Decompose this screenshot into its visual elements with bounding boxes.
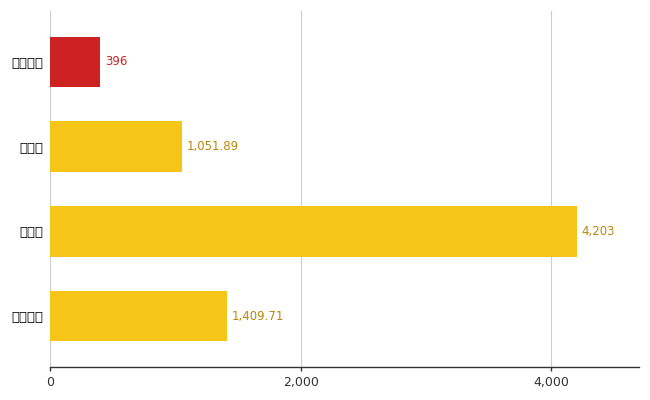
Text: 1,051.89: 1,051.89	[187, 140, 239, 153]
Bar	[50, 291, 227, 342]
Bar	[50, 121, 182, 172]
Text: 1,409.71: 1,409.71	[231, 310, 284, 322]
Bar	[50, 36, 99, 87]
Text: 4,203: 4,203	[582, 225, 615, 238]
Bar	[50, 206, 577, 257]
Text: 396: 396	[105, 56, 127, 68]
